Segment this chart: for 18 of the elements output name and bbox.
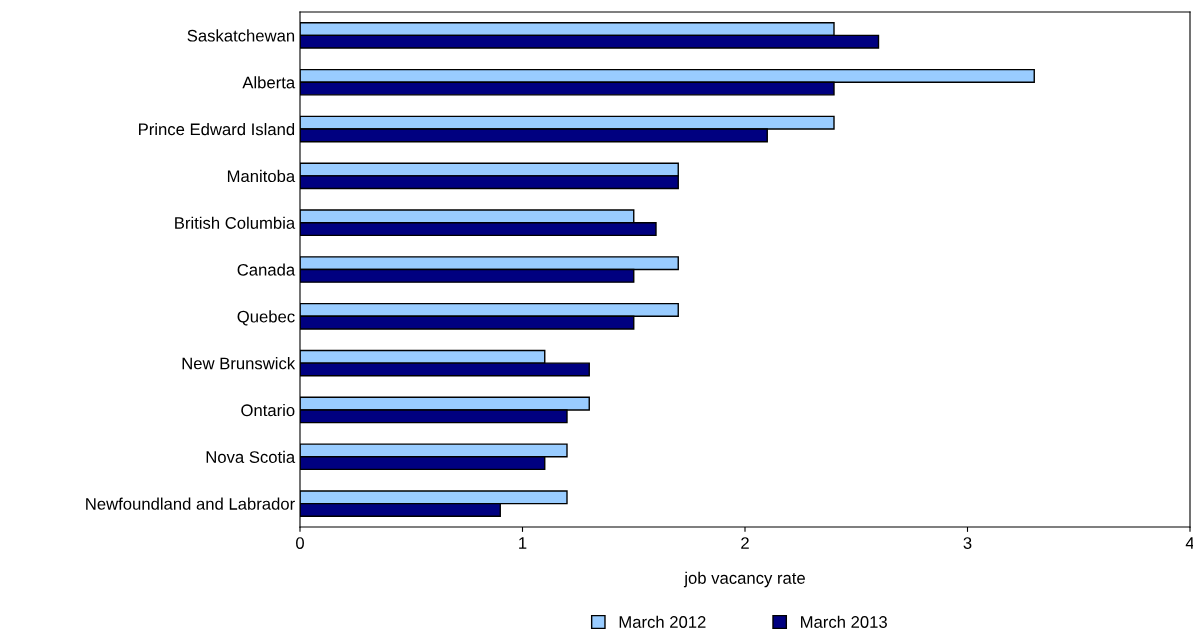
y-tick-label: New Brunswick	[182, 357, 296, 370]
y-tick-label: Saskatchewan	[187, 29, 295, 42]
y-tick-label: Canada	[237, 263, 296, 276]
y-tick-label: Nova Scotia	[206, 450, 296, 463]
legend-label: March 2012	[619, 615, 706, 628]
y-tick-label: British Columbia	[175, 216, 296, 229]
x-axis-title: job vacancy rate	[683, 571, 805, 588]
y-tick-label: Ontario	[241, 403, 295, 417]
y-tick-label: Manitoba	[227, 169, 296, 183]
y-tick-label: Newfoundland and Labrador	[86, 497, 295, 510]
y-tick-label: Prince Edward Island	[139, 123, 295, 136]
x-tick-label: 3	[963, 537, 972, 549]
x-tick-label: 0	[296, 537, 304, 549]
legend-label: March 2013	[801, 615, 887, 628]
x-tick-label: 1	[519, 537, 527, 549]
y-tick-label: Quebec	[237, 310, 295, 326]
y-tick-label: Alberta	[242, 76, 296, 89]
x-tick-label: 2	[741, 537, 749, 549]
